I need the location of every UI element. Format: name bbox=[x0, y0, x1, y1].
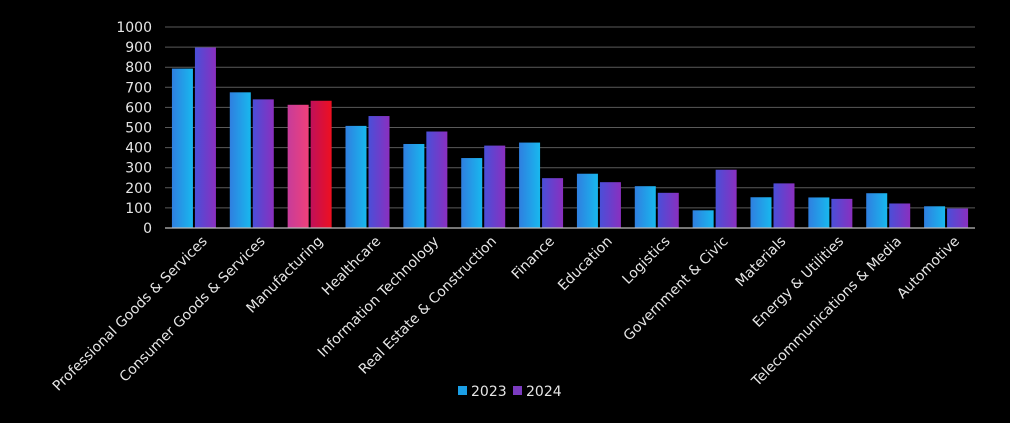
bar-2023-logistics bbox=[634, 186, 656, 228]
bar-2024-information-technology bbox=[426, 131, 448, 228]
bar-2024-automotive bbox=[947, 208, 969, 228]
y-tick-label: 600 bbox=[125, 100, 152, 116]
y-tick-label: 700 bbox=[125, 80, 152, 96]
bar-2024-energy-utilities bbox=[831, 198, 853, 228]
y-tick-label: 800 bbox=[125, 60, 152, 76]
y-axis-ticks: 0 100 200 300 400 500 600 700 800 900 1000 bbox=[116, 20, 152, 237]
y-tick-label: 1000 bbox=[116, 20, 152, 36]
bar-2023-finance bbox=[519, 142, 541, 228]
y-tick-label: 400 bbox=[125, 141, 152, 157]
legend-label-2023: 2023 bbox=[471, 384, 507, 400]
bar-2024-education bbox=[599, 182, 621, 228]
bar-2024-healthcare bbox=[368, 116, 390, 228]
bar-2023-real-estate-construction bbox=[461, 158, 483, 228]
y-tick-label: 200 bbox=[125, 181, 152, 197]
bar-2023-professional-goods-services bbox=[171, 68, 193, 229]
bar-2023-energy-utilities bbox=[808, 197, 830, 228]
bar-2024-real-estate-construction bbox=[484, 145, 506, 228]
bar-2024-government-civic bbox=[715, 169, 737, 228]
bar-2023-healthcare bbox=[345, 125, 367, 228]
bar-2024-materials bbox=[773, 183, 795, 228]
y-tick-label: 300 bbox=[125, 161, 152, 177]
x-category-label: Automotive bbox=[894, 234, 963, 303]
x-category-label: Government & Civic bbox=[621, 234, 732, 345]
bar-2024-manufacturing bbox=[310, 100, 332, 228]
bar-2023-materials bbox=[750, 197, 772, 228]
bar-2023-education bbox=[576, 173, 598, 228]
bar-2023-telecommunications-media bbox=[866, 193, 888, 228]
bar-2024-finance bbox=[542, 178, 564, 228]
legend: 2023 2024 bbox=[458, 384, 562, 400]
x-category-label: Finance bbox=[509, 234, 558, 283]
legend-swatch-2024 bbox=[513, 386, 522, 395]
bar-2024-logistics bbox=[657, 192, 679, 228]
x-category-label: Information Technology bbox=[315, 234, 442, 361]
y-tick-label: 0 bbox=[143, 221, 152, 237]
legend-swatch-2023 bbox=[458, 386, 467, 395]
bar-2024-professional-goods-services bbox=[194, 47, 216, 228]
x-category-label: Logistics bbox=[619, 234, 673, 288]
gridlines bbox=[165, 26, 975, 209]
y-tick-label: 500 bbox=[125, 121, 152, 137]
y-tick-label: 900 bbox=[125, 40, 152, 56]
y-tick-label: 100 bbox=[125, 201, 152, 217]
bar-2023-automotive bbox=[924, 206, 946, 228]
x-category-label: Education bbox=[555, 234, 616, 295]
bar-2024-consumer-goods-services bbox=[252, 99, 274, 228]
bar-2023-manufacturing bbox=[287, 104, 309, 228]
bar-2023-consumer-goods-services bbox=[229, 92, 251, 228]
bar-2023-information-technology bbox=[403, 143, 425, 228]
x-category-label: Materials bbox=[733, 234, 790, 291]
bar-2023-government-civic bbox=[692, 210, 714, 228]
legend-label-2024: 2024 bbox=[526, 384, 562, 400]
bar-2024-telecommunications-media bbox=[889, 203, 911, 228]
bars bbox=[171, 47, 969, 229]
